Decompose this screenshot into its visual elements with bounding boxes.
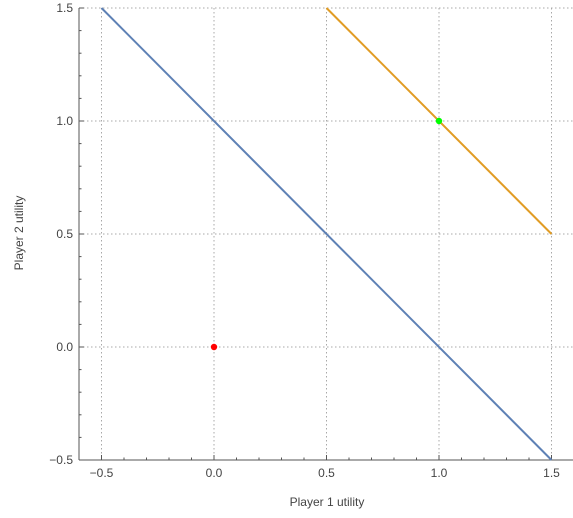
y-axis-label: Player 2 utility: [12, 196, 26, 271]
y-tick-label: 0.0: [56, 340, 73, 354]
y-tick-label: 0.5: [56, 227, 73, 241]
x-tick-label: 0.0: [206, 466, 223, 480]
y-tick-label: 1.0: [56, 114, 73, 128]
series-line-1: [100, 7, 553, 461]
x-tick-labels: −0.5 0.0 0.5 1.0 1.5: [90, 466, 561, 480]
x-tick-label: −0.5: [90, 466, 114, 480]
point-marker-1: [210, 343, 218, 351]
point-markers: [210, 117, 443, 351]
y-tick-labels: −0.5 0.0 0.5 1.0 1.5: [49, 1, 73, 467]
y-tick-label: 1.5: [56, 1, 73, 15]
y-tick-label: −0.5: [49, 453, 73, 467]
x-axis-label: Player 1 utility: [290, 495, 365, 509]
x-tick-label: 0.5: [318, 466, 335, 480]
point-marker-2: [435, 117, 443, 125]
x-tick-label: 1.0: [431, 466, 448, 480]
tick-marks: [79, 7, 552, 461]
x-tick-label: 1.5: [543, 466, 560, 480]
